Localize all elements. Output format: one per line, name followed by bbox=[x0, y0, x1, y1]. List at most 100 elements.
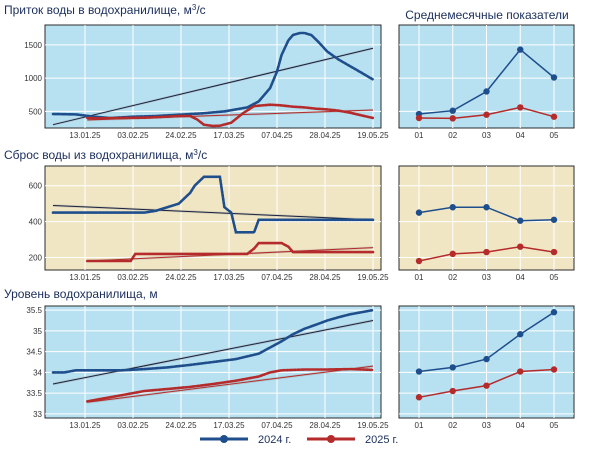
x-tick-label: 07.04.25 bbox=[261, 421, 293, 430]
chart-title-level: Уровень водохранилища, м bbox=[4, 287, 158, 301]
monthly-panel-release: 01 02 03 04 05 bbox=[398, 165, 575, 282]
x-tick-label: 19.05.25 bbox=[357, 131, 389, 140]
x-tick-label: 17.03.25 bbox=[213, 131, 245, 140]
monthly-point bbox=[449, 115, 456, 122]
x-tick-label: 07.04.25 bbox=[261, 131, 293, 140]
chart-title-inflow: Приток воды в водохранилище, м3/с bbox=[4, 3, 206, 18]
x-tick-label: 13.01.25 bbox=[69, 131, 101, 140]
trend-line bbox=[52, 204, 374, 221]
y-tick-label: 34.5 bbox=[26, 348, 42, 357]
monthly-point bbox=[415, 368, 423, 375]
chart-inflow: Приток воды в водохранилище, м3/с 13.01.2… bbox=[4, 3, 575, 140]
monthly-point bbox=[483, 248, 490, 256]
x-tick-label: 03.02.25 bbox=[117, 421, 149, 430]
title-main: Уровень водохранилища, м bbox=[4, 287, 158, 301]
monthly-point bbox=[449, 387, 456, 395]
legend: 2024 г. 2025 г. bbox=[200, 434, 398, 446]
month-tick-label: 02 bbox=[448, 421, 457, 430]
time-series-panel-release: 13.01.25 03.02.25 24.02.25 17.03.25 07.04.25… bbox=[29, 165, 389, 282]
monthly-point bbox=[550, 309, 558, 316]
monthly-point bbox=[517, 217, 524, 224]
y-tick-label: 600 bbox=[29, 182, 43, 191]
y-tick-label: 33 bbox=[33, 410, 42, 419]
chart-release: Сброс воды из водохранилища, м3/с 13.01.2… bbox=[4, 148, 575, 282]
y-tick-label: 400 bbox=[29, 218, 43, 227]
legend-swatch-point bbox=[220, 435, 228, 443]
monthly-point bbox=[517, 104, 524, 111]
y-tick-label: 35.5 bbox=[26, 306, 42, 315]
monthly-point bbox=[517, 331, 524, 338]
y-tick-label: 1500 bbox=[24, 41, 42, 50]
month-tick-label: 03 bbox=[482, 421, 491, 430]
x-tick-label: 24.02.25 bbox=[165, 421, 197, 430]
y-tick-label: 1000 bbox=[24, 74, 42, 83]
monthly-point bbox=[415, 394, 423, 401]
legend-swatch-point bbox=[327, 435, 335, 443]
x-tick-label: 17.03.25 bbox=[213, 421, 245, 430]
month-tick-label: 02 bbox=[448, 273, 457, 282]
monthly-point bbox=[517, 46, 524, 53]
monthly-point bbox=[449, 204, 456, 211]
monthly-point bbox=[550, 248, 558, 256]
x-tick-label: 07.04.25 bbox=[261, 273, 293, 282]
month-tick-label: 04 bbox=[516, 421, 525, 430]
y-tick-label: 34 bbox=[33, 368, 42, 377]
x-tick-label: 13.01.25 bbox=[69, 421, 101, 430]
x-tick-label: 03.02.25 bbox=[117, 273, 149, 282]
monthly-point bbox=[415, 257, 423, 265]
month-tick-label: 04 bbox=[516, 273, 525, 282]
monthly-point bbox=[517, 368, 524, 375]
title-main: Сброс воды из водохранилища, м bbox=[4, 148, 193, 162]
monthly-point bbox=[483, 355, 490, 363]
monthly-point bbox=[449, 107, 456, 114]
series-line-2025 bbox=[86, 367, 375, 403]
monthly-point bbox=[550, 113, 558, 120]
x-tick-label: 13.01.25 bbox=[69, 273, 101, 282]
series-line-2024 bbox=[51, 308, 375, 374]
monthly-panel-level: 01 02 03 04 05 bbox=[398, 305, 575, 430]
time-series-panel-inflow: 13.01.25 03.02.25 24.02.25 17.03.25 07.04.25… bbox=[24, 24, 389, 140]
monthly-point bbox=[550, 366, 558, 373]
y-tick-label: 200 bbox=[29, 253, 43, 262]
y-tick-label: 500 bbox=[29, 107, 43, 116]
month-tick-label: 03 bbox=[482, 131, 491, 140]
monthly-panel-inflow: 01 02 03 04 05 bbox=[398, 24, 575, 140]
x-tick-label: 03.02.25 bbox=[117, 131, 149, 140]
monthly-point bbox=[449, 250, 456, 258]
monthly-point bbox=[415, 114, 423, 122]
trend-line bbox=[52, 320, 374, 385]
x-tick-label: 19.05.25 bbox=[357, 273, 389, 282]
y-tick-label: 35 bbox=[33, 327, 42, 336]
monthly-point bbox=[415, 209, 423, 216]
month-tick-label: 05 bbox=[550, 273, 559, 282]
legend-label: 2025 г. bbox=[365, 434, 398, 446]
x-tick-label: 24.02.25 bbox=[165, 273, 197, 282]
monthly-point bbox=[550, 74, 558, 81]
right-panel-title: Среднемесячные показатели bbox=[405, 8, 568, 22]
trend-line bbox=[87, 365, 374, 403]
month-tick-label: 03 bbox=[482, 273, 491, 282]
month-tick-label: 04 bbox=[516, 131, 525, 140]
x-tick-label: 19.05.25 bbox=[357, 421, 389, 430]
title-superscript: 3 bbox=[192, 3, 197, 12]
x-tick-label: 28.04.25 bbox=[309, 421, 341, 430]
title-tail: /с bbox=[198, 148, 207, 162]
x-tick-label: 28.04.25 bbox=[309, 131, 341, 140]
month-tick-label: 01 bbox=[415, 273, 424, 282]
monthly-point bbox=[449, 364, 456, 371]
y-tick-label: 33.5 bbox=[26, 389, 42, 398]
month-tick-label: 02 bbox=[448, 131, 457, 140]
month-tick-label: 01 bbox=[415, 421, 424, 430]
month-tick-label: 05 bbox=[550, 421, 559, 430]
series-line-2025 bbox=[86, 241, 375, 263]
title-tail: /с bbox=[196, 3, 205, 17]
legend-label: 2024 г. bbox=[258, 434, 291, 446]
monthly-point bbox=[483, 382, 490, 389]
series-line-2025 bbox=[86, 103, 375, 128]
x-tick-label: 17.03.25 bbox=[213, 273, 245, 282]
x-tick-label: 28.04.25 bbox=[309, 273, 341, 282]
chart-level: Уровень водохранилища, м 13.01.25 03.02.25… bbox=[4, 287, 575, 430]
trend-line bbox=[52, 47, 374, 126]
chart-title-release: Сброс воды из водохранилища, м3/с bbox=[4, 148, 207, 163]
